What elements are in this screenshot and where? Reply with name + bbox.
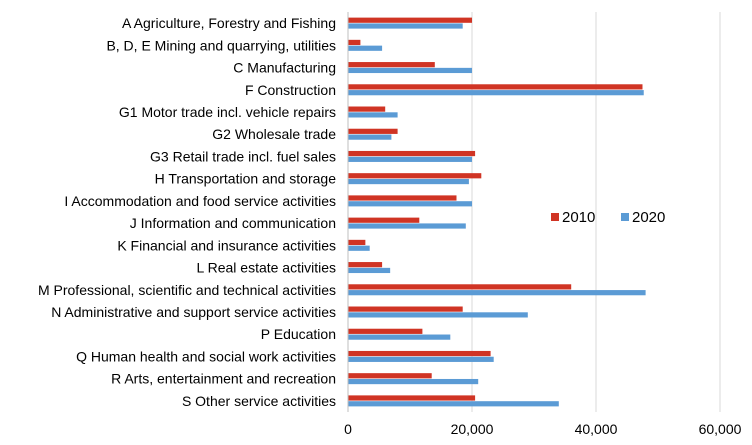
bar-2020: [348, 23, 463, 29]
category-label: N Administrative and support service act…: [51, 304, 336, 320]
bar-2010: [348, 262, 383, 268]
category-label: G1 Motor trade incl. vehicle repairs: [119, 104, 336, 120]
legend-swatch-2020: [621, 213, 629, 221]
category-label: R Arts, entertainment and recreation: [111, 371, 336, 387]
category-label: I Accommodation and food service activit…: [64, 193, 336, 209]
bar-2020: [348, 178, 469, 185]
legend-label-2010: 2010: [562, 209, 595, 226]
category-label: M Professional, scientific and technical…: [38, 282, 336, 298]
legend: 2010 2020: [551, 209, 665, 226]
bar-2020: [348, 267, 391, 274]
x-tick-labels: 0 20,000 40,000 60,000: [344, 421, 742, 437]
bar-2020: [348, 134, 392, 140]
bar-2020: [348, 90, 644, 96]
bar-2010: [348, 239, 366, 246]
bar-2010: [348, 39, 361, 46]
bar-2010: [348, 195, 457, 201]
bar-2010: [348, 84, 643, 90]
bar-2020: [348, 112, 398, 118]
category-label: C Manufacturing: [233, 60, 336, 76]
category-label: S Other service activities: [182, 393, 336, 409]
gridlines: [471, 12, 721, 412]
bar-2010: [348, 284, 572, 290]
category-label: P Education: [261, 326, 336, 342]
bar-2010: [348, 306, 463, 312]
x-tick-label: 40,000: [575, 421, 618, 437]
x-tick-label: 60,000: [699, 421, 742, 437]
bar-2020: [348, 312, 528, 318]
category-label: Q Human health and social work activitie…: [76, 348, 336, 364]
category-label: K Financial and insurance activities: [117, 237, 336, 253]
category-label: B, D, E Mining and quarrying, utilities: [106, 37, 336, 53]
bar-2010: [348, 150, 476, 157]
category-label: A Agriculture, Forestry and Fishing: [122, 15, 336, 31]
bar-2020: [348, 245, 370, 251]
bar-2020: [348, 156, 472, 162]
bar-2010: [348, 395, 476, 401]
bar-2020: [348, 378, 479, 385]
x-tick-label: 0: [344, 421, 352, 437]
bar-2020: [348, 67, 472, 74]
bar-2020: [348, 356, 494, 362]
category-label: J Information and communication: [130, 215, 336, 231]
bar-2010: [348, 173, 482, 179]
bar-2010: [348, 106, 386, 112]
legend-swatch-2010: [551, 213, 559, 221]
bar-2020: [348, 401, 559, 407]
bars: [348, 17, 646, 407]
bar-2010: [348, 17, 472, 23]
category-label: F Construction: [245, 82, 336, 98]
bar-2020: [348, 45, 383, 51]
bar-2020: [348, 201, 472, 207]
category-label: L Real estate activities: [196, 260, 336, 276]
bar-2010: [348, 350, 491, 357]
bar-2010: [348, 373, 432, 379]
category-label: G2 Wholesale trade: [212, 126, 336, 142]
bar-2020: [348, 223, 466, 229]
bar-2020: [348, 334, 451, 340]
bar-2010: [348, 128, 398, 134]
bar-2010: [348, 62, 435, 68]
category-label: H Transportation and storage: [155, 171, 337, 187]
x-tick-label: 20,000: [451, 421, 494, 437]
bar-2010: [348, 217, 420, 223]
bar-2020: [348, 290, 646, 296]
category-labels: A Agriculture, Forestry and Fishing B, D,…: [38, 15, 336, 409]
category-label: G3 Retail trade incl. fuel sales: [150, 148, 336, 164]
bar-2010: [348, 328, 423, 334]
legend-label-2020: 2020: [632, 209, 665, 226]
